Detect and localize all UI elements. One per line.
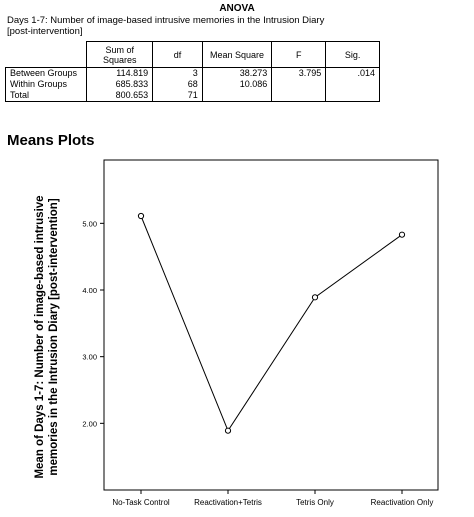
x-tick-label: Reactivation+Tetris xyxy=(194,498,262,507)
x-tick-label: Tetris Only xyxy=(296,498,334,507)
series-markers xyxy=(137,212,406,434)
cell-ms: 38.273 xyxy=(201,67,273,79)
anova-header-row: Sum of Squares df Mean Square F Sig. xyxy=(5,41,380,68)
table-row: Within Groups 685.833 68 10.086 xyxy=(4,79,380,90)
y-axis-label-line2: memories in the Intrusion Diary [post-in… xyxy=(48,198,60,475)
table-row: Total 800.653 71 xyxy=(4,90,380,102)
anova-caption-line2: [post-intervention] xyxy=(7,26,83,37)
cell-df: 71 xyxy=(152,90,203,102)
x-tick-label: No-Task Control xyxy=(112,498,170,507)
x-tick-label: Reactivation Only xyxy=(371,498,434,507)
means-plot-chart: Mean of Days 1-7: Number of image-based … xyxy=(34,159,439,507)
data-point-marker xyxy=(224,427,232,434)
row-label: Total xyxy=(4,90,88,102)
cell-f xyxy=(271,79,327,90)
cell-sig xyxy=(325,90,380,102)
cell-df: 68 xyxy=(152,79,203,90)
header-sum-of-squares: Sum of Squares xyxy=(86,41,154,68)
anova-table: Sum of Squares df Mean Square F Sig. Bet… xyxy=(4,41,380,102)
cell-ms: 10.086 xyxy=(201,79,273,90)
cell-sum: 800.653 xyxy=(86,90,154,102)
header-sum-line2: Squares xyxy=(102,54,137,65)
header-sig: Sig. xyxy=(325,41,380,68)
y-ticks: 2.00 3.00 4.00 5.00 xyxy=(82,219,104,428)
data-point-marker xyxy=(398,231,406,238)
data-point-marker xyxy=(311,294,319,301)
cell-sum: 685.833 xyxy=(86,79,154,90)
table-row: Between Groups 114.819 3 38.273 3.795 .0… xyxy=(4,67,380,79)
header-sum-line1: Sum of xyxy=(105,44,134,55)
x-ticks: No-Task Control Reactivation+Tetris Tetris… xyxy=(112,490,433,507)
anova-caption: Days 1-7: Number of image-based intrusiv… xyxy=(7,15,324,37)
means-plots-heading: Means Plots xyxy=(7,132,95,149)
cell-f: 3.795 xyxy=(271,67,327,79)
row-label: Within Groups xyxy=(4,79,88,90)
series-line xyxy=(140,215,403,432)
y-tick-label: 2.00 xyxy=(82,419,97,428)
y-tick-label: 3.00 xyxy=(82,353,97,362)
anova-caption-line1: Days 1-7: Number of image-based intrusiv… xyxy=(7,15,325,26)
y-tick-label: 5.00 xyxy=(82,219,97,228)
cell-f xyxy=(271,90,327,102)
cell-ms xyxy=(201,90,273,102)
header-f: F xyxy=(271,41,327,68)
row-label: Between Groups xyxy=(4,67,88,79)
header-df: df xyxy=(152,41,203,68)
header-mean-square: Mean Square xyxy=(201,41,273,68)
y-axis-label-line1: Mean of Days 1-7: Number of image-based … xyxy=(34,195,46,478)
y-tick-label: 4.00 xyxy=(82,286,97,295)
plot-frame xyxy=(103,159,439,491)
data-point-marker xyxy=(137,212,145,220)
cell-df: 3 xyxy=(152,67,203,79)
cell-sig: .014 xyxy=(325,67,380,79)
anova-title: ANOVA xyxy=(219,3,255,14)
cell-sig xyxy=(325,79,380,90)
header-blank-cell xyxy=(5,41,88,68)
cell-sum: 114.819 xyxy=(86,67,154,79)
